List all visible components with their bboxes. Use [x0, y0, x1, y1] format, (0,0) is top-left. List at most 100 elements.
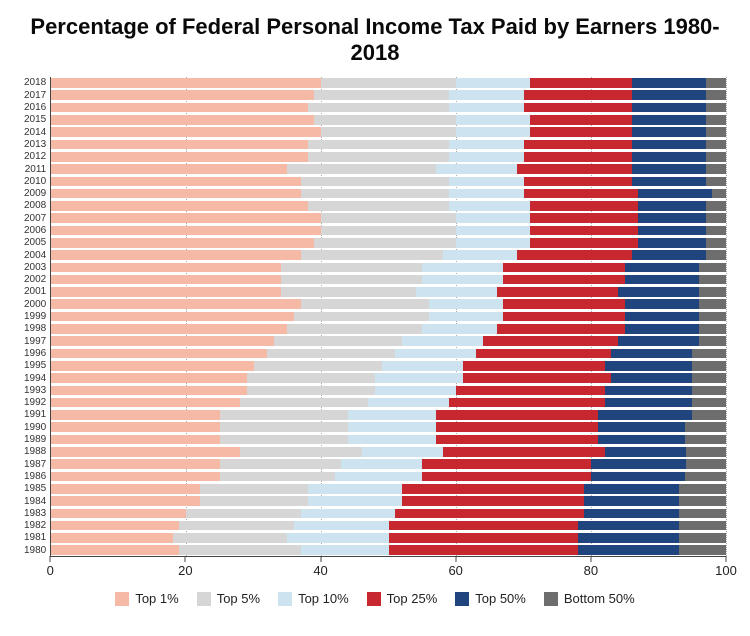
y-tick-label: 1986 [24, 470, 46, 482]
bar-row [51, 298, 726, 310]
bar-row [51, 495, 726, 507]
y-tick-label: 2017 [24, 89, 46, 101]
y-tick-label: 2003 [24, 261, 46, 273]
bar-segment [51, 312, 294, 322]
bar-segment [706, 201, 726, 211]
bar-segment [456, 78, 530, 88]
bar-row [51, 126, 726, 138]
bar-segment [679, 496, 726, 506]
y-tick-label: 1983 [24, 507, 46, 519]
y-tick-label: 2006 [24, 224, 46, 236]
bar-segment [692, 410, 726, 420]
bar-segment [632, 115, 706, 125]
bar-row [51, 323, 726, 335]
bar-segment [301, 177, 449, 187]
bar-row [51, 286, 726, 298]
x-axis: 020406080100 [50, 557, 726, 581]
bar-segment [706, 90, 726, 100]
y-axis: 2018201720162015201420132012201120102009… [24, 77, 50, 557]
bar-segment [179, 545, 300, 555]
bar-segment [638, 226, 705, 236]
x-tick-label: 0 [47, 563, 54, 578]
bar-segment [706, 127, 726, 137]
y-tick-label: 2015 [24, 114, 46, 126]
y-tick-label: 1985 [24, 483, 46, 495]
y-tick-label: 2013 [24, 138, 46, 150]
bar-segment [429, 312, 503, 322]
bar-segment [706, 213, 726, 223]
bar-row [51, 507, 726, 519]
y-tick-label: 1993 [24, 384, 46, 396]
y-tick-label: 2016 [24, 101, 46, 113]
bar-segment [389, 533, 578, 543]
bar-segment [706, 103, 726, 113]
bar-segment [389, 545, 578, 555]
bar-segment [686, 447, 726, 457]
bar-segment [51, 361, 253, 371]
bar-segment [625, 275, 699, 285]
bar-segment [456, 127, 530, 137]
bar-segment [578, 533, 679, 543]
bar-segment [692, 349, 726, 359]
bar-segment [51, 115, 314, 125]
bar-segment [679, 533, 726, 543]
bar-segment [638, 213, 705, 223]
bar-segment [308, 496, 402, 506]
legend-label: Bottom 50% [564, 591, 635, 606]
bar-segment [449, 90, 523, 100]
bar-segment [395, 349, 476, 359]
bar-segment [51, 226, 321, 236]
bar-row [51, 372, 726, 384]
bar-segment [463, 361, 605, 371]
y-tick-label: 1981 [24, 532, 46, 544]
bar-segment [456, 238, 530, 248]
bar-segment [591, 459, 685, 469]
bar-segment [611, 373, 692, 383]
y-tick-label: 1998 [24, 323, 46, 335]
bar-segment [51, 299, 301, 309]
bar-segment [503, 312, 624, 322]
bar-segment [51, 484, 199, 494]
bar-row [51, 544, 726, 556]
bar-segment [605, 398, 693, 408]
bar-segment [692, 386, 726, 396]
bar-segment [51, 90, 314, 100]
bar-segment [321, 226, 456, 236]
x-tick-mark [726, 556, 727, 562]
bar-segment [51, 250, 301, 260]
bar-row [51, 335, 726, 347]
bar-row [51, 187, 726, 199]
bar-segment [591, 472, 685, 482]
bar-segment [294, 312, 429, 322]
plot [50, 77, 726, 558]
legend-swatch [197, 592, 211, 606]
legend-item: Top 10% [278, 591, 349, 606]
legend-item: Top 5% [197, 591, 260, 606]
y-tick-label: 1989 [24, 433, 46, 445]
bar-row [51, 397, 726, 409]
bar-segment [692, 373, 726, 383]
bar-segment [456, 213, 530, 223]
bar-segment [51, 103, 307, 113]
bar-segment [51, 213, 321, 223]
bar-segment [605, 386, 693, 396]
bar-segment [530, 226, 638, 236]
bar-row [51, 224, 726, 236]
x-tick-mark [455, 556, 456, 562]
legend-item: Top 50% [455, 591, 526, 606]
bar-row [51, 409, 726, 421]
y-tick-label: 1987 [24, 458, 46, 470]
bar-segment [395, 509, 584, 519]
bar-row [51, 175, 726, 187]
bar-segment [632, 90, 706, 100]
bar-segment [200, 484, 308, 494]
bar-segment [402, 484, 584, 494]
y-tick-label: 2010 [24, 175, 46, 187]
bar-segment [348, 422, 436, 432]
bar-segment [51, 521, 179, 531]
bar-row [51, 114, 726, 126]
bar-segment [402, 336, 483, 346]
bar-row [51, 360, 726, 372]
bar-segment [699, 275, 726, 285]
bar-segment [618, 287, 699, 297]
